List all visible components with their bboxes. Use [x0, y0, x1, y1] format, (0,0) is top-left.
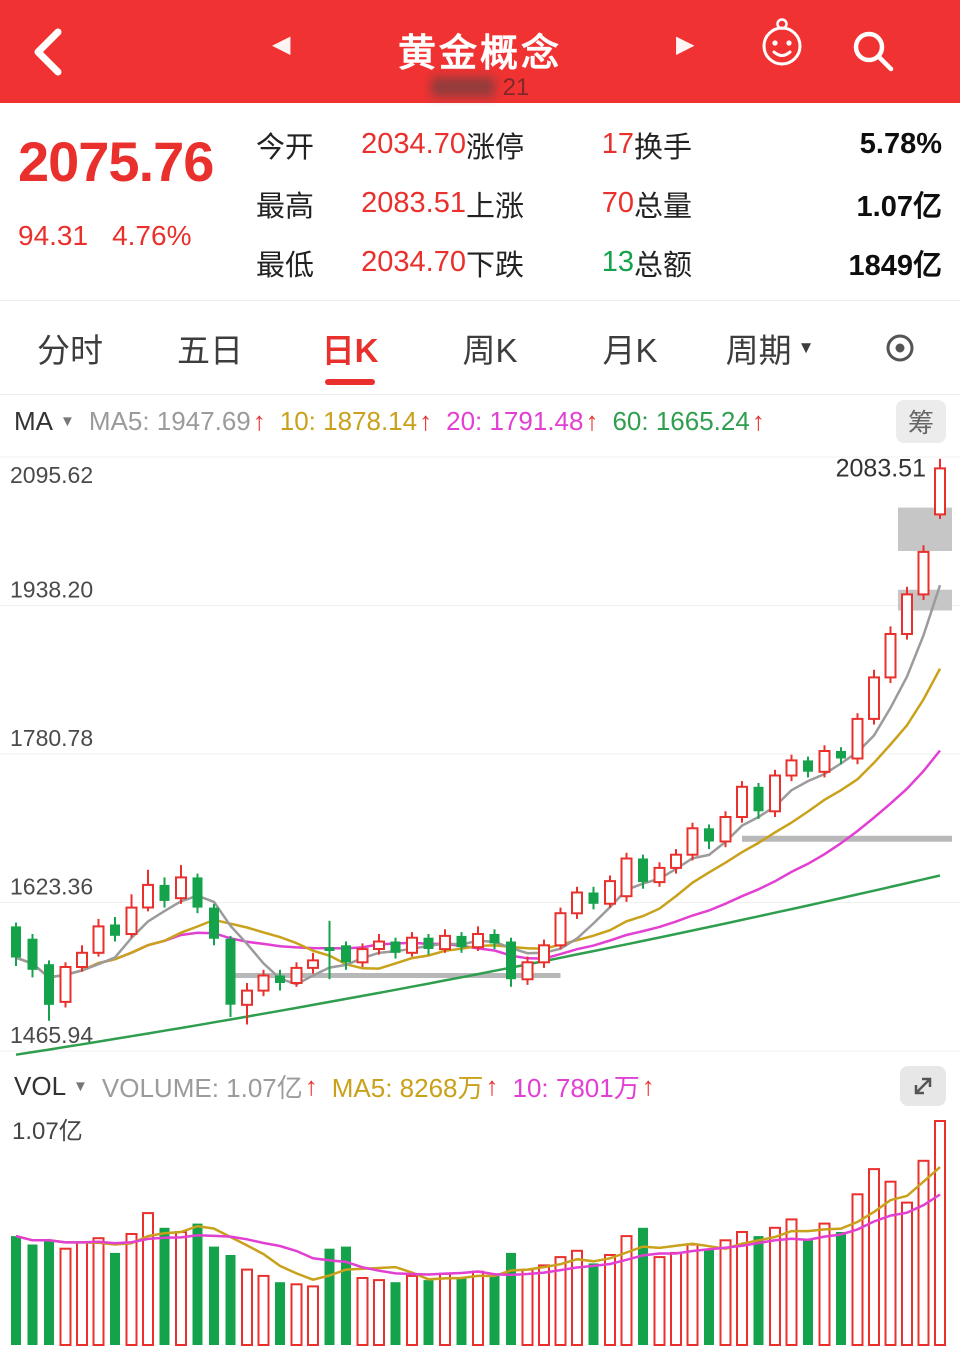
volume-value: VOLUME: 1.07亿 ↑	[101, 1070, 318, 1103]
volume-ma10-value: 10: 7801万 ↑	[512, 1070, 655, 1103]
svg-text:1938.20: 1938.20	[10, 577, 93, 603]
label-high: 最高	[256, 190, 315, 223]
header: ◀ 黄金概念 ▶ 21	[0, 0, 960, 103]
tab-minute[interactable]: 分时	[0, 301, 140, 394]
label-decliners: 下跌	[466, 249, 525, 282]
kline-chart[interactable]: 2095.62 1938.20 1780.78 1623.36 1465.94 2083.…	[0, 447, 960, 1063]
value-high: 2083.51	[361, 187, 466, 219]
price-change-row: 94.31 4.76%	[18, 220, 250, 252]
app-mascot-icon[interactable]	[754, 14, 810, 72]
tab-label: 五日	[177, 331, 243, 369]
kline-chart-svg: 2095.621938.201780.781623.361465.942083.…	[0, 454, 960, 1056]
tab-weekly-k[interactable]: 周K	[420, 301, 560, 394]
label-total-volume: 总量	[634, 190, 693, 223]
value-total-volume: 1.07亿	[856, 190, 942, 223]
svg-text:1780.78: 1780.78	[10, 725, 93, 751]
value-decliners-count: 13	[601, 246, 634, 278]
caret-down-icon: ▼	[797, 337, 815, 357]
code-obscured	[430, 77, 495, 97]
label-open: 今开	[256, 131, 315, 164]
up-arrow-icon: ↑	[751, 405, 765, 436]
tab-daily-k[interactable]: 日K	[280, 301, 420, 394]
svg-text:1623.36: 1623.36	[10, 874, 93, 900]
tab-period-dropdown[interactable]: 周期 ▼	[700, 301, 840, 394]
active-tab-underline	[325, 379, 375, 385]
up-arrow-icon: ↑	[641, 1070, 655, 1101]
chip-distribution-badge[interactable]: 筹	[895, 399, 946, 443]
price-change: 94.31	[18, 220, 89, 251]
value-turnover: 5.78%	[859, 128, 942, 160]
tab-label: 日K	[321, 331, 379, 369]
label-total-amount: 总额	[634, 249, 693, 282]
ma-selector[interactable]: MA ▼	[14, 406, 75, 437]
up-arrow-icon: ↑	[252, 405, 266, 436]
tab-label: 周期	[725, 331, 792, 369]
quote-panel: 2075.76 94.31 4.76% 今开 2034.70 涨停 17 换手 …	[0, 103, 960, 301]
code-suffix: 21	[502, 74, 530, 101]
value-limit-up-count: 17	[601, 128, 634, 160]
up-arrow-icon: ↑	[419, 405, 433, 436]
last-price: 2075.76	[18, 130, 214, 193]
label-low: 最低	[256, 249, 315, 282]
tab-label: 周K	[462, 331, 518, 369]
up-arrow-icon: ↑	[485, 1070, 499, 1101]
ma20-value: 20: 1791.48 ↑	[446, 405, 599, 436]
chart-settings-icon[interactable]	[840, 301, 960, 394]
price-block: 2075.76 94.31 4.76%	[0, 111, 250, 300]
expand-icon[interactable]	[900, 1066, 946, 1106]
price-change-pct: 4.76%	[112, 220, 192, 251]
page-title: 黄金概念	[397, 33, 562, 75]
svg-text:2095.62: 2095.62	[10, 462, 93, 488]
quote-grid: 今开 2034.70 涨停 17 换手 5.78% 最高 2083.51 上涨 …	[250, 111, 960, 300]
value-low: 2034.70	[361, 246, 466, 278]
ma-selector-label: MA	[14, 405, 53, 436]
next-stock-icon[interactable]: ▶	[676, 31, 695, 58]
period-tabs: 分时 五日 日K 周K 月K 周期 ▼	[0, 301, 960, 395]
svg-text:2083.51: 2083.51	[836, 454, 926, 482]
vol-selector[interactable]: VOL ▼	[14, 1071, 88, 1102]
up-arrow-icon: ↑	[585, 405, 599, 436]
ma60-value: 60: 1665.24 ↑	[612, 405, 765, 436]
stock-code: 21	[0, 74, 960, 102]
volume-chart[interactable]: 1.07亿	[0, 1109, 960, 1351]
back-icon[interactable]	[30, 24, 66, 80]
tab-five-day[interactable]: 五日	[140, 301, 280, 394]
volume-indicator-bar: VOL ▼ VOLUME: 1.07亿 ↑ MA5: 8268万 ↑ 10: 780…	[0, 1063, 960, 1109]
label-limit-up: 涨停	[466, 131, 525, 164]
vol-selector-label: VOL	[14, 1070, 67, 1101]
volume-chart-svg	[11, 1120, 946, 1347]
value-open: 2034.70	[361, 128, 466, 160]
ma5-value: MA5: 1947.69 ↑	[88, 405, 266, 436]
volume-ma5-value: MA5: 8268万 ↑	[331, 1070, 499, 1103]
caret-down-icon: ▼	[73, 1077, 88, 1095]
ma-indicator-bar: MA ▼ MA5: 1947.69 ↑ 10: 1878.14 ↑ 20: 1791…	[0, 395, 960, 447]
up-arrow-icon: ↑	[304, 1070, 318, 1101]
label-turnover: 换手	[634, 131, 693, 164]
ma10-value: 10: 1878.14 ↑	[279, 405, 433, 436]
caret-down-icon: ▼	[60, 412, 75, 430]
label-advancers: 上涨	[466, 190, 525, 223]
prev-stock-icon[interactable]: ◀	[272, 31, 291, 58]
value-total-amount: 1849亿	[848, 249, 942, 282]
tab-label: 分时	[37, 331, 103, 369]
value-advancers-count: 70	[601, 187, 634, 219]
tab-monthly-k[interactable]: 月K	[560, 301, 700, 394]
tab-label: 月K	[602, 331, 658, 369]
search-icon[interactable]	[848, 26, 898, 76]
